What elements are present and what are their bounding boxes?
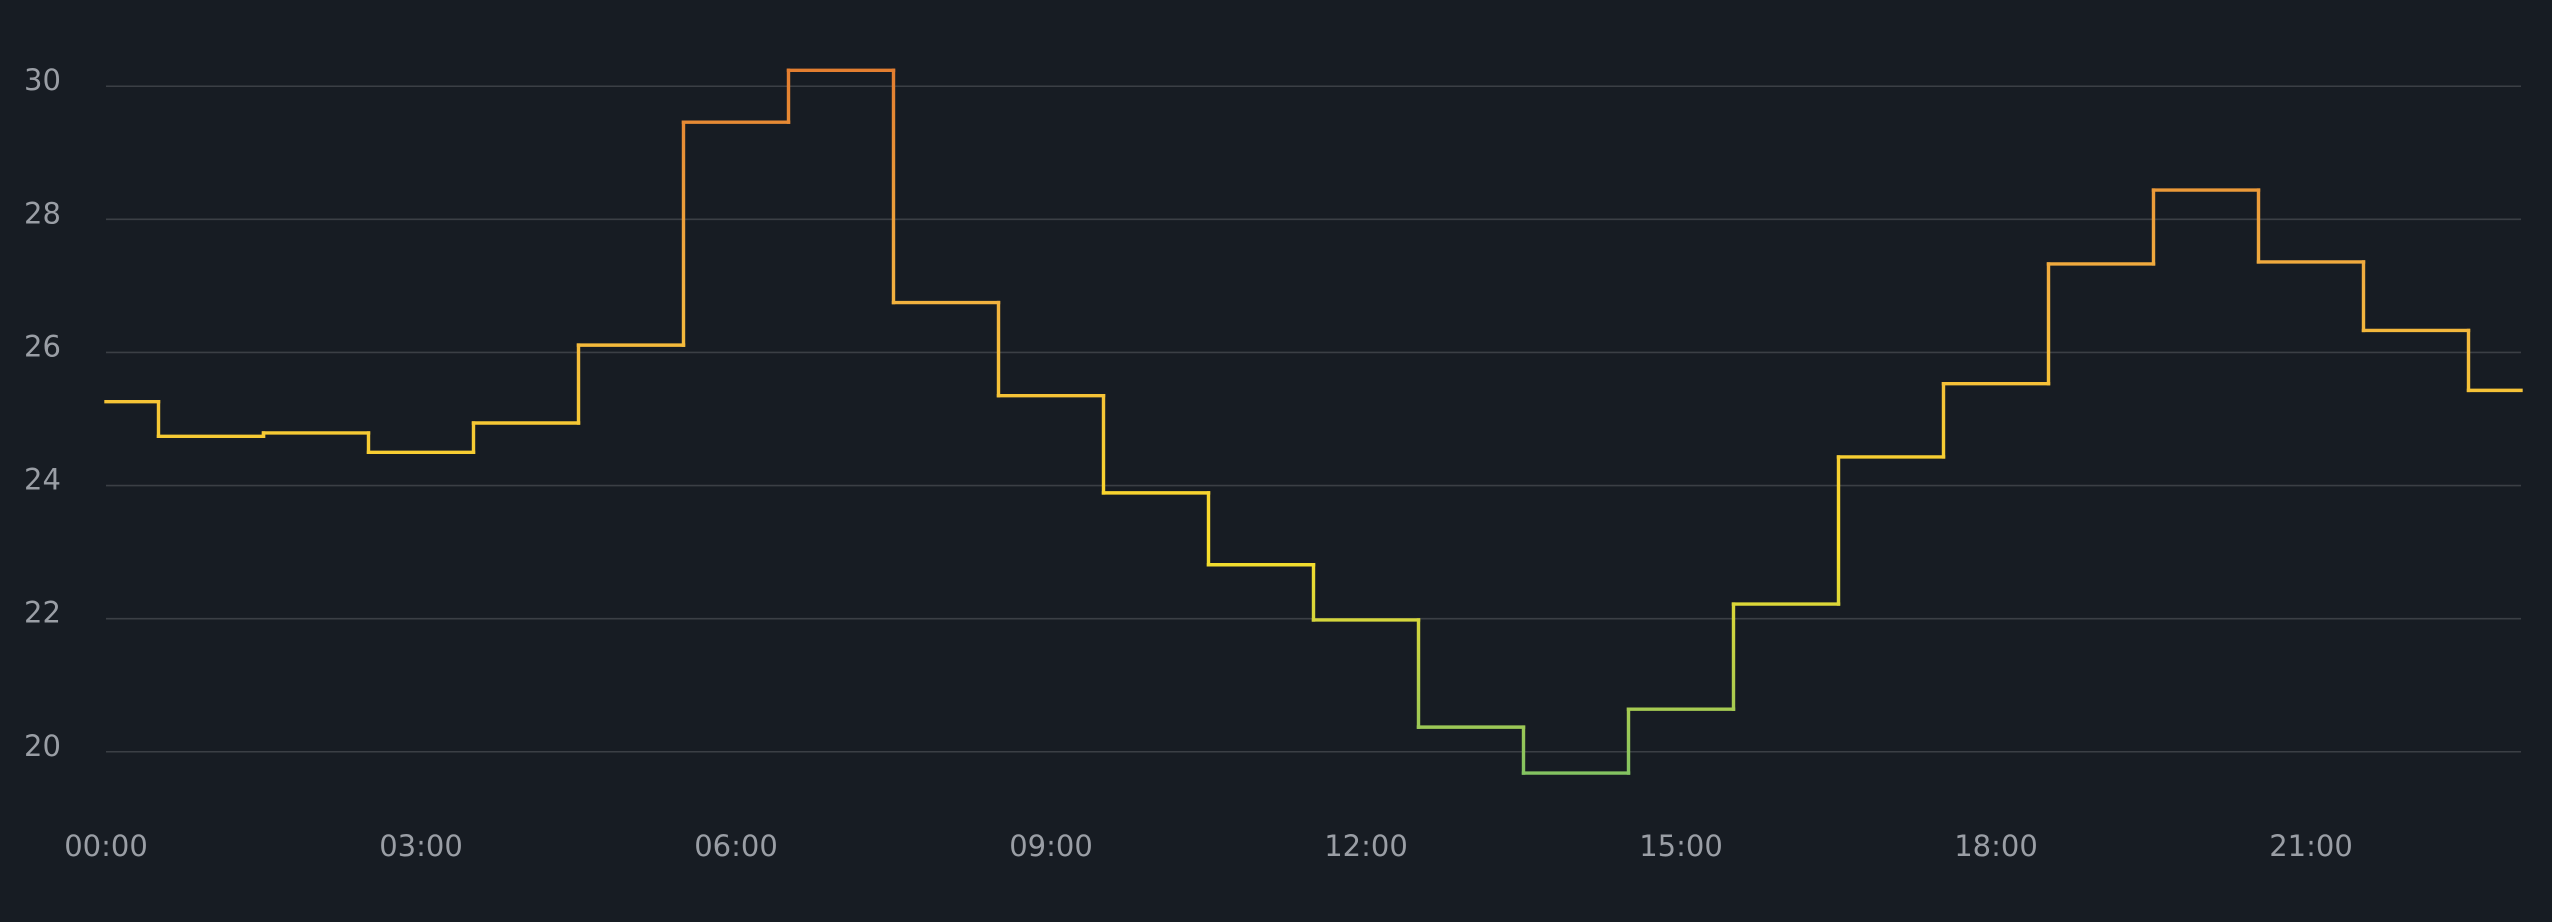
x-tick-label: 06:00 bbox=[694, 829, 778, 863]
y-tick-label: 22 bbox=[24, 596, 61, 630]
y-tick-label: 24 bbox=[24, 463, 61, 497]
x-tick-label: 21:00 bbox=[2269, 829, 2353, 863]
x-tick-label: 09:00 bbox=[1009, 829, 1093, 863]
y-tick-label: 20 bbox=[24, 729, 61, 763]
x-tick-label: 18:00 bbox=[1954, 829, 2038, 863]
y-tick-label: 28 bbox=[24, 196, 61, 230]
y-tick-label: 26 bbox=[24, 329, 61, 363]
x-tick-label: 00:00 bbox=[64, 829, 148, 863]
x-tick-label: 03:00 bbox=[379, 829, 463, 863]
y-tick-label: 30 bbox=[24, 63, 61, 97]
x-tick-label: 15:00 bbox=[1639, 829, 1723, 863]
x-tick-label: 12:00 bbox=[1324, 829, 1408, 863]
